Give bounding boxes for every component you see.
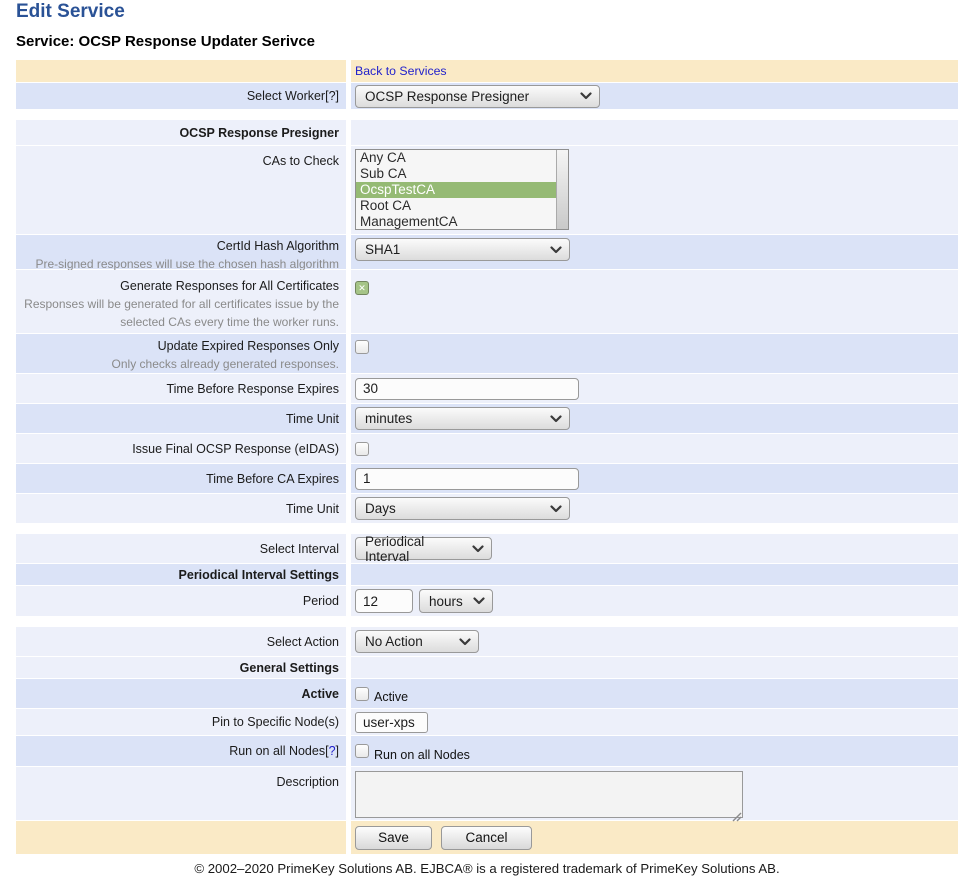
period-label: Period xyxy=(16,586,346,616)
page-title: Edit Service xyxy=(16,1,125,22)
select-action-dropdown[interactable]: No Action xyxy=(355,630,479,653)
generate-responses-note: Responses will be generated for all cert… xyxy=(24,297,339,329)
cancel-button[interactable]: Cancel xyxy=(441,825,532,850)
update-expired-row: Update Expired Responses Only Only check… xyxy=(16,334,958,374)
select-action-label: Select Action xyxy=(16,627,346,656)
listbox-option-selected[interactable]: OcspTestCA xyxy=(356,182,556,198)
footer-text: © 2002–2020 PrimeKey Solutions AB. EJBCA… xyxy=(194,861,780,876)
listbox-scrollbar[interactable] xyxy=(556,150,568,229)
listbox-option[interactable]: Sub CA xyxy=(360,166,407,181)
generate-responses-label: Generate Responses for All Certificates xyxy=(120,279,339,293)
certid-hash-note: Pre-signed responses will use the chosen… xyxy=(35,257,340,271)
description-row: Description xyxy=(16,767,958,822)
period-row: Period hours xyxy=(16,586,958,617)
general-settings-header-row: General Settings xyxy=(16,657,958,679)
periodical-interval-header-row: Periodical Interval Settings xyxy=(16,564,958,586)
cas-listbox[interactable]: Any CA Sub CA OcspTestCA Root CA Managem… xyxy=(355,149,569,230)
time-before-response-input[interactable] xyxy=(355,377,579,400)
update-expired-checkbox[interactable] xyxy=(355,340,369,354)
listbox-option[interactable]: ManagementCA xyxy=(360,214,458,229)
run-all-nodes-row: Run on all Nodes[?] Run on all Nodes xyxy=(16,736,958,767)
chevron-down-icon xyxy=(459,637,471,645)
service-edit-form: Back to Services Select Worker[?] OCSP R… xyxy=(16,60,958,855)
time-before-response-label: Time Before Response Expires xyxy=(16,374,346,403)
listbox-option[interactable]: Any CA xyxy=(360,150,406,165)
time-before-response-row: Time Before Response Expires xyxy=(16,374,958,404)
chevron-down-icon xyxy=(472,544,484,552)
select-worker-row: Select Worker[?] OCSP Response Presigner xyxy=(16,83,958,110)
pin-nodes-label: Pin to Specific Node(s) xyxy=(16,709,346,735)
buttons-row: Save Cancel xyxy=(16,821,958,855)
select-worker-label: Select Worker[?] xyxy=(16,83,346,109)
save-button[interactable]: Save xyxy=(355,825,432,850)
worker-section-header-row: OCSP Response Presigner xyxy=(16,120,958,146)
run-all-nodes-label: Run on all Nodes[?] xyxy=(16,736,346,766)
active-checkbox[interactable] xyxy=(355,686,369,701)
time-before-ca-input[interactable] xyxy=(355,467,579,490)
worker-section-header: OCSP Response Presigner xyxy=(16,120,346,145)
textarea-resize-handle[interactable] xyxy=(731,811,742,822)
page-subtitle: Service: OCSP Response Updater Serivce xyxy=(16,33,316,50)
chevron-down-icon xyxy=(550,414,562,422)
general-settings-header: General Settings xyxy=(16,657,346,678)
time-unit-response-row: Time Unit minutes xyxy=(16,404,958,434)
active-row: Active Active xyxy=(16,679,958,709)
update-expired-label: Update Expired Responses Only xyxy=(157,339,339,353)
pin-nodes-row: Pin to Specific Node(s) xyxy=(16,709,958,736)
generate-responses-checkbox[interactable] xyxy=(355,281,369,295)
time-unit-ca-dropdown[interactable]: Days xyxy=(355,497,570,520)
select-interval-label: Select Interval xyxy=(16,534,346,563)
generate-responses-row: Generate Responses for All Certificates … xyxy=(16,270,958,334)
eidas-row: Issue Final OCSP Response (eIDAS) xyxy=(16,434,958,464)
select-interval-dropdown[interactable]: Periodical Interval xyxy=(355,534,492,564)
time-unit-response-label: Time Unit xyxy=(16,404,346,433)
description-label: Description xyxy=(16,767,346,820)
select-interval-row: Select Interval Periodical Interval xyxy=(16,534,958,564)
select-action-row: Select Action No Action xyxy=(16,627,958,657)
chevron-down-icon xyxy=(550,245,562,253)
listbox-option[interactable]: Root CA xyxy=(360,198,412,213)
active-label: Active xyxy=(16,679,346,708)
period-unit-dropdown[interactable]: hours xyxy=(419,589,493,613)
run-all-nodes-help-link[interactable]: ? xyxy=(328,744,336,758)
periodical-interval-header: Periodical Interval Settings xyxy=(16,564,346,585)
chevron-down-icon xyxy=(580,92,592,100)
certid-hash-label: CertId Hash Algorithm xyxy=(216,239,339,253)
run-all-nodes-checkbox-label: Run on all Nodes xyxy=(374,747,470,762)
run-all-nodes-checkbox[interactable] xyxy=(355,744,369,758)
chevron-down-icon xyxy=(473,597,485,605)
top-band-row: Back to Services xyxy=(16,60,958,83)
pin-nodes-input[interactable] xyxy=(355,711,428,733)
certid-hash-row: CertId Hash Algorithm Pre-signed respons… xyxy=(16,235,958,271)
time-before-ca-label: Time Before CA Expires xyxy=(16,464,346,493)
description-textarea[interactable] xyxy=(355,771,743,818)
time-unit-ca-label: Time Unit xyxy=(16,494,346,523)
time-before-ca-row: Time Before CA Expires xyxy=(16,464,958,494)
certid-hash-dropdown[interactable]: SHA1 xyxy=(355,238,570,261)
cas-to-check-label: CAs to Check xyxy=(16,146,346,234)
back-to-services-link[interactable]: Back to Services xyxy=(355,64,447,78)
update-expired-note: Only checks already generated responses. xyxy=(111,357,339,371)
time-unit-ca-row: Time Unit Days xyxy=(16,494,958,524)
period-input[interactable] xyxy=(355,589,413,613)
active-checkbox-label: Active xyxy=(374,690,409,704)
select-worker-dropdown[interactable]: OCSP Response Presigner xyxy=(355,84,600,108)
time-unit-response-dropdown[interactable]: minutes xyxy=(355,407,570,430)
chevron-down-icon xyxy=(550,504,562,512)
cas-to-check-row: CAs to Check Any CA Sub CA OcspTestCA Ro… xyxy=(16,146,958,235)
eidas-checkbox[interactable] xyxy=(355,441,369,456)
eidas-label: Issue Final OCSP Response (eIDAS) xyxy=(16,434,346,463)
